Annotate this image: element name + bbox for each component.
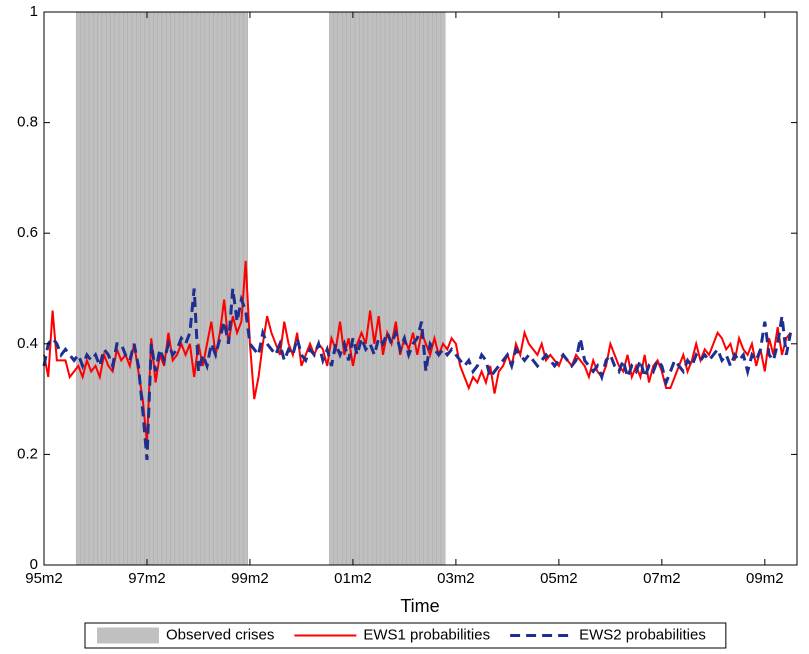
- crisis-bar: [341, 11, 347, 566]
- y-tick-label: 0.6: [17, 224, 38, 241]
- crisis-bar: [414, 11, 420, 566]
- crisis-bar: [354, 11, 360, 566]
- legend-box: [84, 622, 727, 649]
- crisis-bar: [406, 11, 412, 566]
- legend-swatch: [97, 627, 159, 644]
- crisis-bar: [148, 11, 154, 566]
- crisis-bar: [384, 11, 390, 566]
- crisis-bar: [106, 11, 111, 566]
- crisis-bar: [230, 11, 236, 566]
- x-tick-label: 07m2: [643, 570, 681, 587]
- crisis-bar: [127, 11, 133, 566]
- crisis-bar: [178, 11, 184, 566]
- crisis-bar: [337, 11, 343, 566]
- crisis-bar: [436, 11, 442, 566]
- crisis-bar: [75, 11, 81, 566]
- crisis-bar: [410, 11, 416, 566]
- y-tick-label: 0.4: [17, 335, 38, 352]
- x-axis-label: Time: [400, 596, 439, 616]
- legend-label: EWS2 probabilities: [579, 626, 706, 643]
- crisis-bar: [170, 11, 176, 566]
- crisis-bar: [427, 11, 433, 566]
- x-tick-label: 05m2: [540, 570, 578, 587]
- crisis-bar: [110, 11, 115, 566]
- legend-label: EWS1 probabilities: [363, 626, 490, 643]
- crisis-bar: [196, 11, 201, 566]
- crisis-bar: [88, 11, 94, 566]
- crisis-bar: [234, 11, 240, 566]
- crisis-bar: [376, 11, 382, 566]
- x-tick-label: 09m2: [746, 570, 784, 587]
- crisis-bar: [136, 11, 141, 566]
- legend-label: Observed crises: [166, 626, 274, 643]
- crisis-bar: [367, 11, 373, 566]
- crisis-bar: [157, 11, 163, 566]
- x-tick-label: 95m2: [25, 570, 63, 587]
- y-tick-label: 1: [30, 3, 38, 20]
- crisis-bar: [419, 11, 424, 566]
- crisis-bar: [221, 11, 227, 566]
- crisis-bar: [363, 11, 369, 566]
- crisis-bar: [200, 11, 206, 566]
- crisis-bar: [204, 11, 210, 566]
- crisis-bar: [217, 11, 223, 566]
- crisis-bar: [329, 11, 334, 566]
- y-tick-label: 0.2: [17, 445, 38, 462]
- crisis-bar: [140, 11, 146, 566]
- crisis-bar: [397, 11, 403, 566]
- legend: Observed crises EWS1 probabilities EWS2 pr…: [84, 622, 727, 649]
- crisis-bar: [208, 11, 214, 566]
- crisis-bar: [333, 11, 339, 566]
- crisis-bar: [144, 11, 150, 566]
- series-line: [43, 260, 792, 444]
- crisis-bar: [80, 11, 85, 566]
- crisis-bar: [84, 11, 90, 566]
- crisis-bar: [166, 11, 171, 566]
- crisis-bar: [187, 11, 193, 566]
- crisis-bar: [350, 11, 356, 566]
- crisis-bar: [346, 11, 351, 566]
- x-tick-label: 99m2: [231, 570, 269, 587]
- crisis-bar: [440, 11, 446, 566]
- crisis-bar: [97, 11, 103, 566]
- crisis-bar: [389, 11, 394, 566]
- crisis-bar: [213, 11, 218, 566]
- crisis-bar: [153, 11, 158, 566]
- crisis-bar: [183, 11, 188, 566]
- crisis-bar: [372, 11, 377, 566]
- y-tick-label: 0: [30, 556, 38, 573]
- crisis-bar: [432, 11, 437, 566]
- series-line: [42, 288, 793, 461]
- crisis-bar: [402, 11, 407, 566]
- crisis-bar: [423, 11, 429, 566]
- crisis-bar: [380, 11, 386, 566]
- crisis-bar: [114, 11, 120, 566]
- crisis-bar: [161, 11, 167, 566]
- crisis-bar: [226, 11, 231, 566]
- crisis-bar: [123, 11, 128, 566]
- plot-frame: [43, 11, 798, 566]
- y-tick-label: 0.8: [17, 114, 38, 131]
- x-tick-label: 03m2: [437, 570, 475, 587]
- crisis-bar: [174, 11, 180, 566]
- crisis-bar: [393, 11, 399, 566]
- crisis-bar: [359, 11, 364, 566]
- x-tick-label: 01m2: [334, 570, 372, 587]
- crisis-bar: [93, 11, 98, 566]
- crisis-bar: [131, 11, 137, 566]
- crisis-bar: [101, 11, 107, 566]
- crisis-bar: [118, 11, 124, 566]
- x-tick-label: 97m2: [128, 570, 166, 587]
